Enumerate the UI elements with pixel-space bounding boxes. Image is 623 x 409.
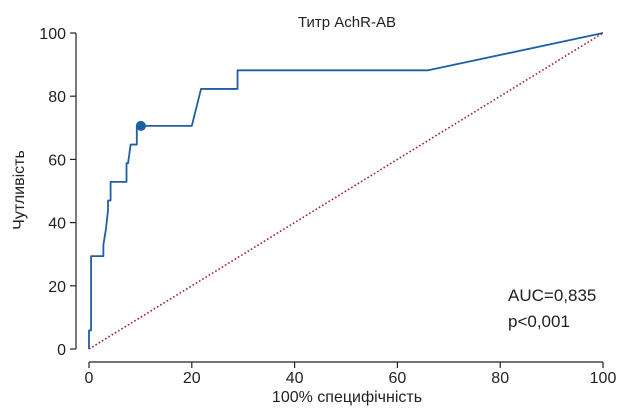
- p-value-annotation: p<0,001: [508, 312, 570, 331]
- cutoff-point-marker: [135, 120, 146, 131]
- y-tick-label: 20: [48, 279, 66, 296]
- roc-curve-line: [88, 32, 604, 349]
- x-tick-label: 40: [286, 370, 304, 387]
- x-tick-label: 20: [183, 370, 201, 387]
- reference-diagonal-line: [88, 32, 604, 350]
- x-axis-label: 100% специфічність: [272, 389, 422, 406]
- axes: [75, 33, 603, 363]
- y-tick-label: 0: [57, 342, 66, 359]
- series-layer: [88, 32, 604, 350]
- y-tick-label: 80: [48, 89, 66, 106]
- y-tick-label: 40: [48, 216, 66, 233]
- x-tick-label: 0: [85, 370, 94, 387]
- chart-title: Титр AchR-AB: [298, 14, 396, 31]
- x-tick-label: 80: [491, 370, 509, 387]
- y-tick-label: 100: [39, 26, 66, 43]
- ticks: 0 20 40 60 80 100 0 20 40 60 80 100: [39, 26, 616, 387]
- x-tick-label: 100: [590, 370, 617, 387]
- x-tick-label: 60: [389, 370, 407, 387]
- y-tick-label: 60: [48, 152, 66, 169]
- y-axis-label: Чутливість: [11, 150, 28, 230]
- auc-annotation: AUC=0,835: [508, 286, 596, 305]
